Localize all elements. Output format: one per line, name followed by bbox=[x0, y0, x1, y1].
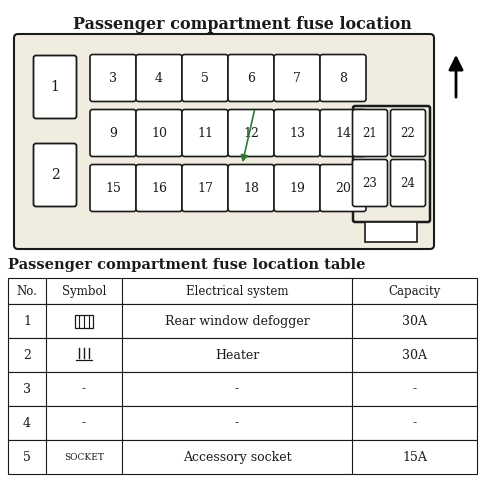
Text: 4: 4 bbox=[23, 416, 31, 430]
FancyBboxPatch shape bbox=[182, 54, 227, 101]
Text: -: - bbox=[82, 416, 86, 430]
Text: No.: No. bbox=[16, 285, 37, 297]
Text: 23: 23 bbox=[362, 176, 377, 190]
Text: 30A: 30A bbox=[401, 348, 426, 362]
Text: 16: 16 bbox=[151, 181, 166, 195]
Text: 3: 3 bbox=[23, 383, 31, 395]
Text: 11: 11 bbox=[197, 126, 212, 140]
Text: 17: 17 bbox=[197, 181, 212, 195]
FancyBboxPatch shape bbox=[273, 54, 319, 101]
FancyBboxPatch shape bbox=[136, 54, 182, 101]
Text: 1: 1 bbox=[50, 80, 60, 94]
FancyBboxPatch shape bbox=[352, 106, 429, 222]
Text: 5: 5 bbox=[201, 72, 209, 84]
Text: 2: 2 bbox=[23, 348, 31, 362]
FancyBboxPatch shape bbox=[33, 55, 76, 119]
FancyBboxPatch shape bbox=[273, 165, 319, 212]
FancyBboxPatch shape bbox=[136, 165, 182, 212]
Text: -: - bbox=[411, 383, 416, 395]
Text: 4: 4 bbox=[155, 72, 163, 84]
Text: 12: 12 bbox=[242, 126, 258, 140]
FancyBboxPatch shape bbox=[227, 54, 273, 101]
Text: 22: 22 bbox=[400, 126, 414, 140]
Text: Electrical system: Electrical system bbox=[185, 285, 287, 297]
FancyBboxPatch shape bbox=[90, 109, 136, 156]
Text: Accessory socket: Accessory socket bbox=[182, 450, 291, 464]
FancyBboxPatch shape bbox=[90, 165, 136, 212]
Text: 9: 9 bbox=[109, 126, 117, 140]
FancyBboxPatch shape bbox=[390, 160, 424, 206]
Text: 2: 2 bbox=[50, 168, 59, 182]
Text: 10: 10 bbox=[151, 126, 166, 140]
Text: 18: 18 bbox=[242, 181, 258, 195]
FancyBboxPatch shape bbox=[33, 144, 76, 206]
Text: 15: 15 bbox=[105, 181, 121, 195]
FancyBboxPatch shape bbox=[182, 165, 227, 212]
FancyBboxPatch shape bbox=[319, 109, 365, 156]
Text: 24: 24 bbox=[400, 176, 415, 190]
Text: 1: 1 bbox=[23, 315, 31, 327]
FancyBboxPatch shape bbox=[319, 165, 365, 212]
Text: 19: 19 bbox=[288, 181, 304, 195]
FancyBboxPatch shape bbox=[390, 109, 424, 156]
Text: SOCKET: SOCKET bbox=[64, 452, 104, 462]
Bar bbox=[8, 304, 476, 338]
Bar bbox=[8, 440, 476, 474]
FancyBboxPatch shape bbox=[273, 109, 319, 156]
Text: 15A: 15A bbox=[401, 450, 426, 464]
Text: Capacity: Capacity bbox=[388, 285, 440, 297]
Bar bbox=[8, 406, 476, 440]
Text: Symbol: Symbol bbox=[61, 285, 106, 297]
Text: 6: 6 bbox=[246, 72, 255, 84]
Text: 20: 20 bbox=[334, 181, 350, 195]
Bar bbox=[8, 338, 476, 372]
Bar bbox=[8, 278, 476, 304]
FancyBboxPatch shape bbox=[319, 54, 365, 101]
Text: Rear window defogger: Rear window defogger bbox=[164, 315, 309, 327]
FancyBboxPatch shape bbox=[352, 109, 387, 156]
FancyBboxPatch shape bbox=[227, 165, 273, 212]
Text: -: - bbox=[411, 416, 416, 430]
Text: Passenger compartment fuse location table: Passenger compartment fuse location tabl… bbox=[8, 258, 365, 272]
Text: Heater: Heater bbox=[214, 348, 258, 362]
Text: 13: 13 bbox=[288, 126, 304, 140]
Text: -: - bbox=[234, 416, 239, 430]
Text: 14: 14 bbox=[334, 126, 350, 140]
FancyBboxPatch shape bbox=[136, 109, 182, 156]
FancyBboxPatch shape bbox=[90, 54, 136, 101]
FancyBboxPatch shape bbox=[227, 109, 273, 156]
Text: 21: 21 bbox=[362, 126, 377, 140]
Text: -: - bbox=[82, 383, 86, 395]
Text: 8: 8 bbox=[338, 72, 346, 84]
Text: 5: 5 bbox=[23, 450, 31, 464]
Text: -: - bbox=[234, 383, 239, 395]
FancyBboxPatch shape bbox=[182, 109, 227, 156]
FancyBboxPatch shape bbox=[352, 160, 387, 206]
Bar bbox=[364, 222, 416, 242]
Bar bbox=[75, 315, 93, 327]
Text: 3: 3 bbox=[109, 72, 117, 84]
Text: Passenger compartment fuse location: Passenger compartment fuse location bbox=[73, 16, 410, 33]
Text: 30A: 30A bbox=[401, 315, 426, 327]
Text: 7: 7 bbox=[292, 72, 300, 84]
FancyBboxPatch shape bbox=[14, 34, 433, 249]
Bar bbox=[8, 372, 476, 406]
